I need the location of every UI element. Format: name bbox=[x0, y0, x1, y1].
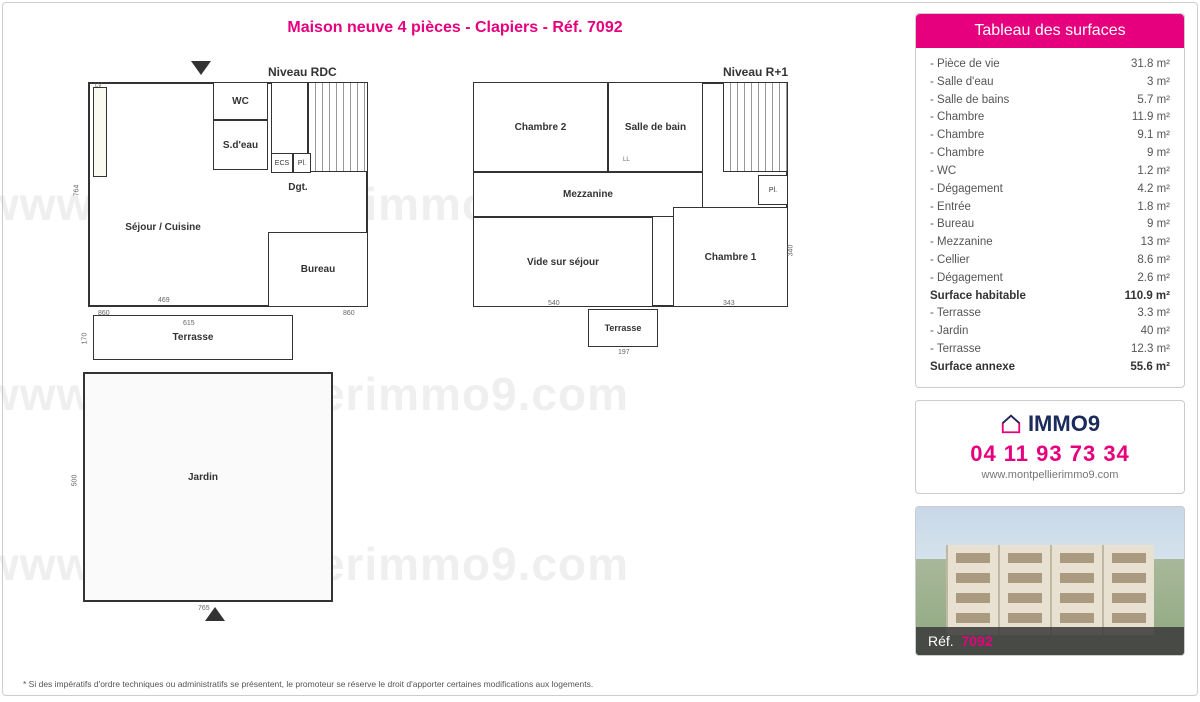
disclaimer-text: * Si des impératifs d'ordre techniques o… bbox=[23, 679, 593, 689]
surface-row: - Chambre11.9 m² bbox=[930, 109, 1170, 127]
dim-469: 469 bbox=[158, 297, 170, 304]
surface-row: - Chambre9 m² bbox=[930, 145, 1170, 163]
surface-row: - WC1.2 m² bbox=[930, 163, 1170, 181]
rdc-jardin-label: Jardin bbox=[163, 467, 243, 487]
dim-540: 540 bbox=[548, 300, 560, 307]
level-r1-label: Niveau R+1 bbox=[723, 65, 788, 79]
ref-number: 7092 bbox=[961, 633, 992, 649]
rdc-stairs bbox=[308, 82, 368, 172]
contact-panel: IMMO9 04 11 93 73 34 www.montpellierimmo… bbox=[915, 400, 1185, 494]
surface-row: - Salle de bains5.7 m² bbox=[930, 92, 1170, 110]
brand: IMMO9 bbox=[924, 411, 1176, 437]
floorplans: www.montpellierimmo9.com www.montpellier… bbox=[23, 47, 887, 647]
rdc-counter bbox=[93, 87, 107, 177]
lv-label: LV bbox=[95, 83, 102, 89]
sidebar: Tableau des surfaces - Pièce de vie31.8 … bbox=[907, 3, 1197, 695]
surface-row: - Bureau9 m² bbox=[930, 216, 1170, 234]
floorplan-area: Maison neuve 4 pièces - Clapiers - Réf. … bbox=[3, 3, 907, 695]
surface-row: - Terrasse3.3 m² bbox=[930, 305, 1170, 323]
dim-615: 615 bbox=[183, 320, 195, 327]
r1-ll: LL bbox=[623, 157, 630, 163]
rdc-sdeau: S.d'eau bbox=[213, 120, 268, 170]
r1-stairs bbox=[723, 82, 788, 172]
r1-ch2: Chambre 2 bbox=[473, 82, 608, 172]
surface-row: - Entrée1.8 m² bbox=[930, 199, 1170, 217]
phone-number[interactable]: 04 11 93 73 34 bbox=[924, 441, 1176, 467]
dim-765: 765 bbox=[198, 605, 210, 612]
surfaces-header: Tableau des surfaces bbox=[916, 14, 1184, 48]
r1-ch1: Chambre 1 bbox=[673, 207, 788, 307]
building-illustration bbox=[946, 545, 1154, 635]
level-rdc-label: Niveau RDC bbox=[268, 65, 337, 79]
surface-row: - Pièce de vie31.8 m² bbox=[930, 56, 1170, 74]
house-icon bbox=[1000, 413, 1022, 435]
surface-row: - Jardin40 m² bbox=[930, 323, 1170, 341]
surfaces-list: - Pièce de vie31.8 m²- Salle d'eau3 m²- … bbox=[916, 48, 1184, 387]
website-link[interactable]: www.montpellierimmo9.com bbox=[924, 469, 1176, 481]
dim-764: 764 bbox=[73, 185, 80, 197]
dim-860b: 860 bbox=[343, 310, 355, 317]
rdc-wc: WC bbox=[213, 82, 268, 120]
rdc-jardin bbox=[83, 372, 333, 602]
ref-prefix: Réf. bbox=[928, 633, 954, 649]
r1-vide: Vide sur séjour bbox=[473, 217, 653, 307]
surface-row: - Mezzanine13 m² bbox=[930, 234, 1170, 252]
r1-terrasse: Terrasse bbox=[588, 309, 658, 347]
surface-row: Surface annexe55.6 m² bbox=[930, 359, 1170, 377]
dim-340: 340 bbox=[787, 245, 794, 257]
rdc-bureau: Bureau bbox=[268, 232, 368, 307]
rdc-sejour: Séjour / Cuisine bbox=[108, 217, 218, 237]
surface-row: - Chambre9.1 m² bbox=[930, 127, 1170, 145]
surface-row: Surface habitable110.9 m² bbox=[930, 288, 1170, 306]
surface-row: - Cellier8.6 m² bbox=[930, 252, 1170, 270]
page-title: Maison neuve 4 pièces - Clapiers - Réf. … bbox=[23, 19, 887, 37]
entry-arrow-icon bbox=[191, 61, 211, 75]
page-container: Maison neuve 4 pièces - Clapiers - Réf. … bbox=[2, 2, 1198, 696]
surface-row: - Terrasse12.3 m² bbox=[930, 341, 1170, 359]
surfaces-panel: Tableau des surfaces - Pièce de vie31.8 … bbox=[915, 13, 1185, 388]
rdc-dgt: Dgt. bbox=[278, 177, 318, 197]
rdc-pl: Pl. bbox=[293, 153, 311, 173]
property-photo: Réf. 7092 bbox=[915, 506, 1185, 656]
rdc-ecs: ECS bbox=[271, 153, 293, 173]
r1-pl2: Pl. bbox=[758, 175, 788, 205]
surface-row: - Salle d'eau3 m² bbox=[930, 74, 1170, 92]
r1-mezz: Mezzanine bbox=[473, 172, 703, 217]
brand-text: IMMO9 bbox=[1028, 411, 1100, 437]
dim-197: 197 bbox=[618, 349, 630, 356]
ref-band: Réf. 7092 bbox=[916, 627, 1184, 655]
dim-860a: 860 bbox=[98, 310, 110, 317]
surface-row: - Dégagement4.2 m² bbox=[930, 181, 1170, 199]
dim-343: 343 bbox=[723, 300, 735, 307]
dim-500: 500 bbox=[71, 475, 78, 487]
surface-row: - Dégagement2.6 m² bbox=[930, 270, 1170, 288]
dim-170: 170 bbox=[81, 333, 88, 345]
